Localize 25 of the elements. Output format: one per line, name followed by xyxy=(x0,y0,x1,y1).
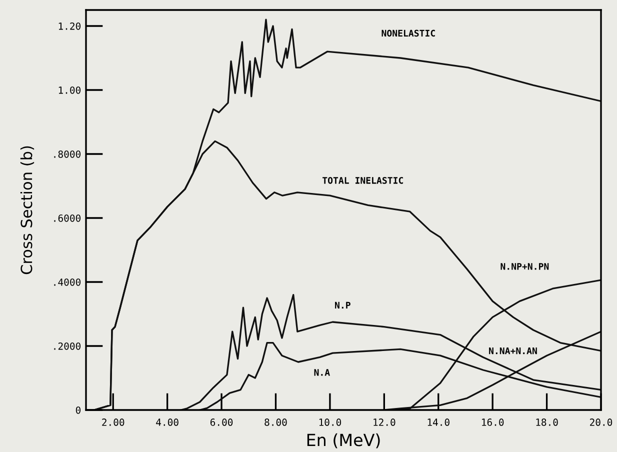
y-axis-title: Cross Section (b) xyxy=(20,146,34,274)
series-label: N.A xyxy=(314,369,330,376)
x-tick-label: 4.00 xyxy=(156,418,178,426)
x-tick-label: 18.0 xyxy=(536,418,558,426)
y-tick-label: .4000 xyxy=(54,278,81,286)
series-label: TOTAL INELASTIC xyxy=(322,176,403,184)
series-label: N.NA+N.AN xyxy=(489,348,537,354)
y-tick-label: 1.20 xyxy=(58,22,81,30)
x-tick-label: 10.0 xyxy=(319,418,342,426)
series-label: N.P xyxy=(335,302,350,308)
text: NONELASTIC xyxy=(382,30,435,37)
x-tick-label: 6.00 xyxy=(210,418,233,426)
y-tick-label: 1.00 xyxy=(58,86,81,94)
x-tick-label: 14.0 xyxy=(428,418,450,426)
text: N.NP+N.PN xyxy=(500,263,549,270)
y-tick-label: .6000 xyxy=(54,214,81,222)
x-tick-label: 16.0 xyxy=(482,418,504,426)
y-tick-label: .2000 xyxy=(54,342,81,350)
x-axis-title: En (MeV) xyxy=(307,433,380,448)
y-tick-label: 0 xyxy=(76,406,81,414)
x-tick-label: 12.0 xyxy=(374,418,396,426)
x-tick-label: 20.0 xyxy=(590,418,612,426)
x-tick-label: 8.00 xyxy=(264,418,287,426)
x-tick-label: 2.00 xyxy=(102,418,124,426)
y-tick-label: .8000 xyxy=(54,150,81,158)
